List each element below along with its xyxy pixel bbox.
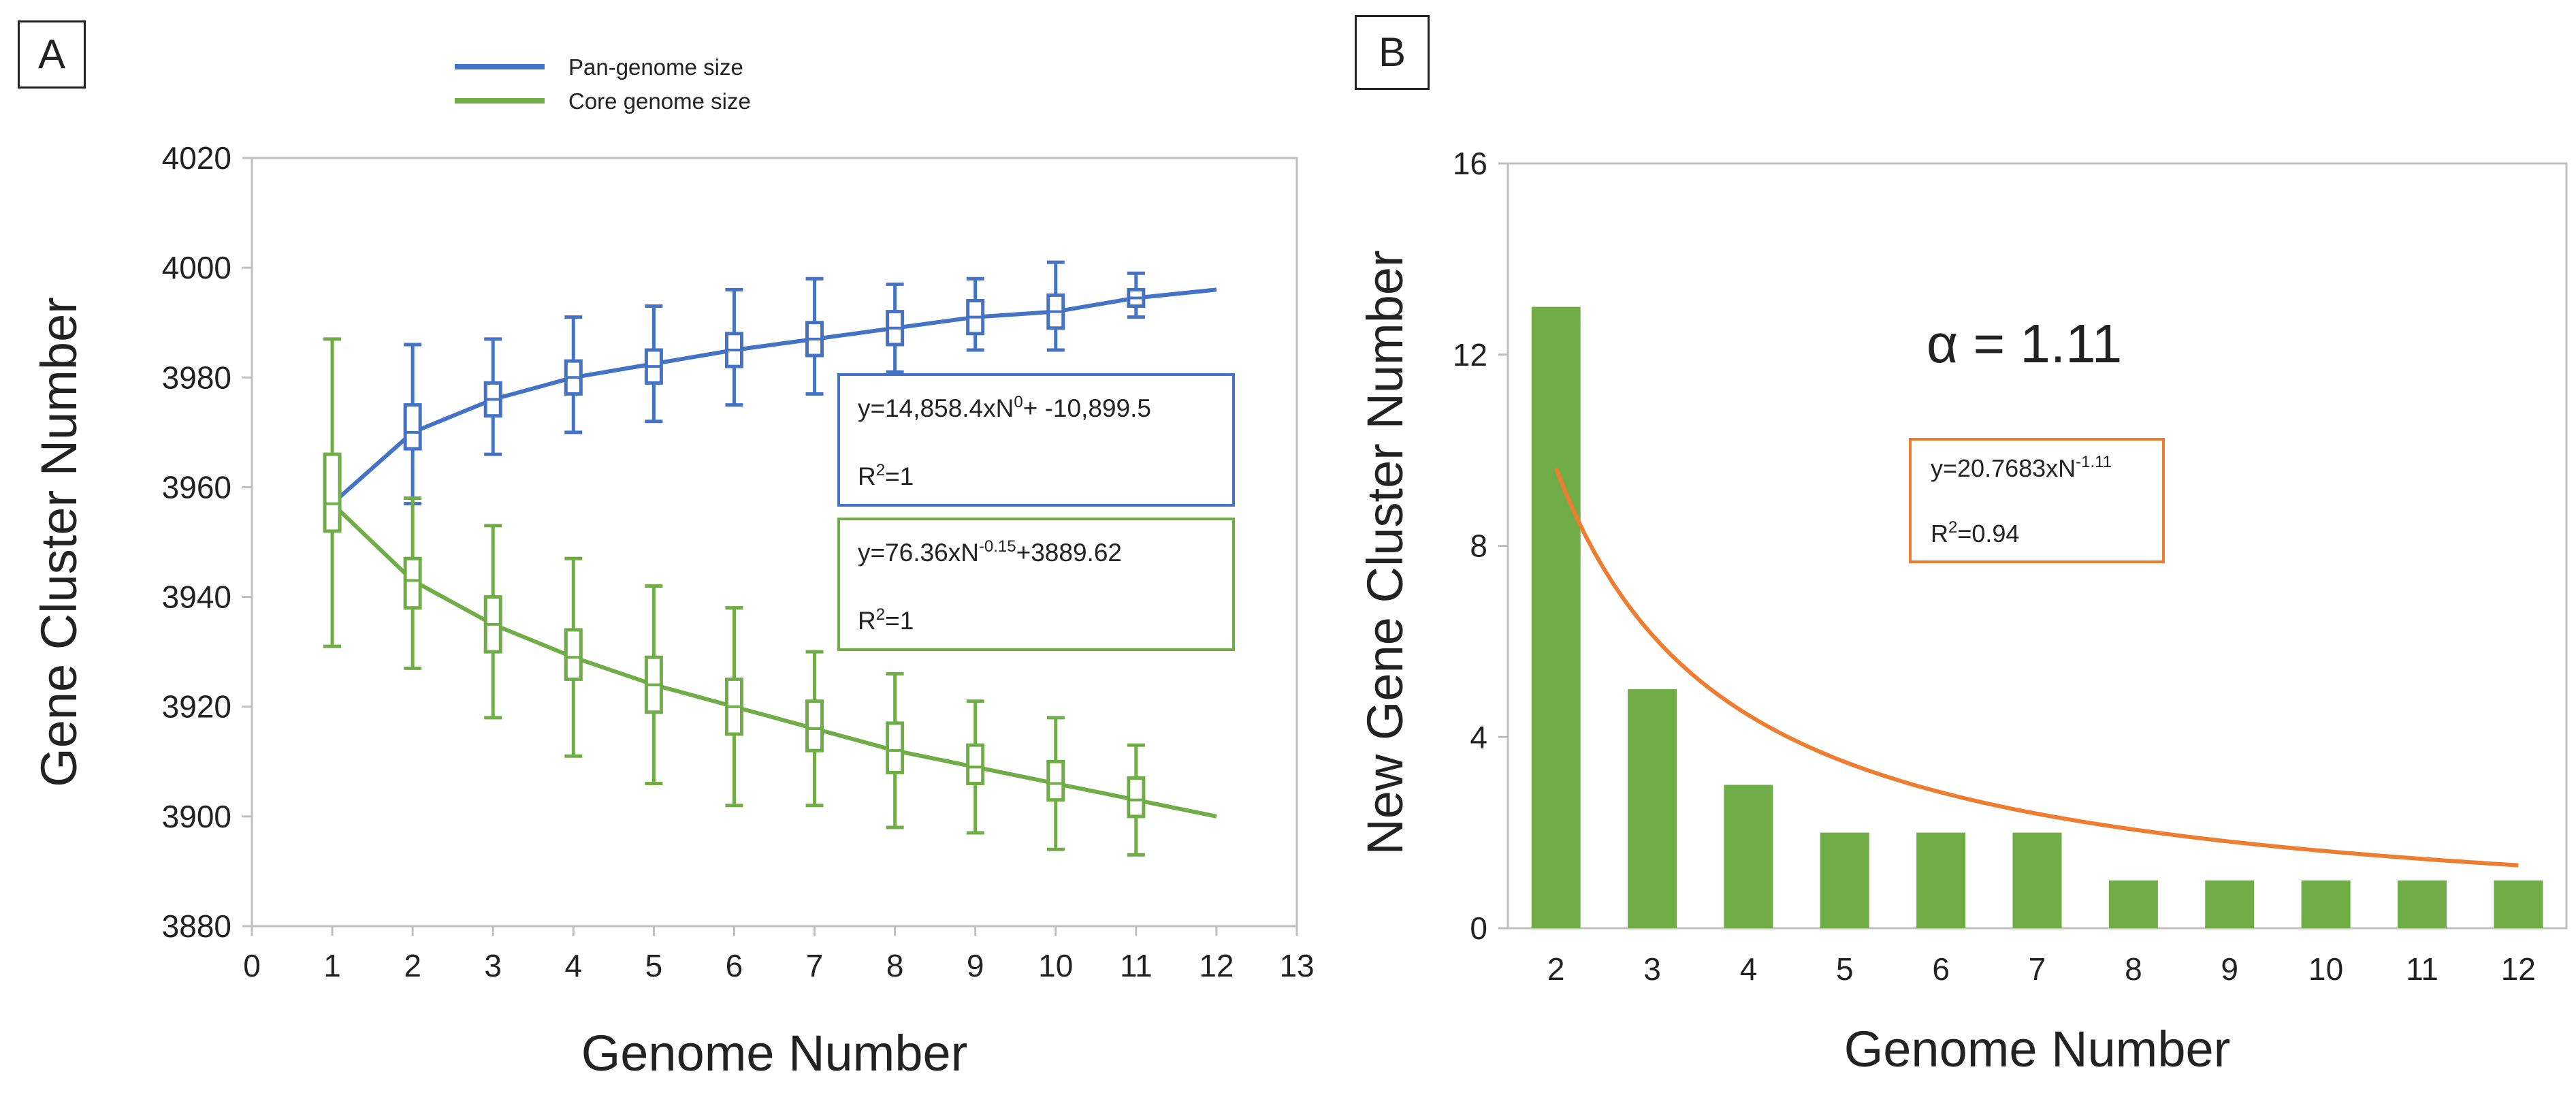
pan-fit-curve bbox=[331, 287, 1217, 505]
x-tick-label-a: 11 bbox=[1120, 948, 1153, 983]
core-r-squared-base: R bbox=[858, 607, 876, 635]
x-tick-label-a: 10 bbox=[1038, 948, 1073, 983]
y-tick-label-a: 3920 bbox=[162, 689, 231, 725]
core-equation-box bbox=[837, 518, 1235, 651]
y-tick-label-b: 16 bbox=[1453, 146, 1487, 181]
fit-equation-base: y=20.7683xN bbox=[1931, 454, 2076, 482]
core-box bbox=[966, 743, 985, 786]
fit-r-squared-exponent: 2 bbox=[1948, 518, 1957, 537]
pan-equation-box bbox=[837, 373, 1235, 507]
core-equation: y=76.36xN-0.15+3889.62 bbox=[858, 537, 1122, 567]
x-tick-label-a: 1 bbox=[323, 948, 341, 983]
y-tick-label-a: 3940 bbox=[162, 580, 231, 615]
bar bbox=[2012, 832, 2062, 928]
x-tick-label-b: 3 bbox=[1643, 951, 1661, 987]
x-tick-label-a: 4 bbox=[565, 948, 583, 983]
pan-r-squared: R2=1 bbox=[858, 461, 914, 490]
y-tick-label-a: 3880 bbox=[162, 908, 231, 944]
x-axis-label-b: Genome Number bbox=[1844, 1021, 2231, 1077]
pan-equation-tail: + -10,899.5 bbox=[1023, 394, 1151, 422]
panel-b-label: B bbox=[1355, 15, 1430, 90]
y-axis-label-a: Gene Cluster Number bbox=[31, 297, 87, 787]
bar bbox=[2108, 880, 2158, 928]
y-tick-label-a: 3900 bbox=[162, 799, 231, 834]
fit-r-squared-tail: =0.94 bbox=[1957, 520, 2019, 548]
bar bbox=[2397, 880, 2447, 928]
core-box bbox=[886, 721, 905, 774]
y-tick-label-a: 4000 bbox=[162, 250, 231, 285]
bar bbox=[1531, 306, 1581, 928]
core-equation-base: y=76.36xN bbox=[858, 539, 979, 567]
legend-label-pan: Pan-genome size bbox=[568, 54, 743, 80]
core-box bbox=[403, 556, 422, 610]
y-tick-label-a: 3960 bbox=[162, 469, 231, 505]
x-axis-label-a: Genome Number bbox=[581, 1025, 968, 1081]
y-tick-label-b: 8 bbox=[1470, 528, 1487, 564]
fit-equation-box bbox=[1909, 438, 2165, 563]
y-tick-label-b: 4 bbox=[1470, 719, 1487, 755]
x-tick-label-b: 6 bbox=[1932, 951, 1950, 987]
power-fit-curve bbox=[1553, 467, 2519, 868]
x-tick-label-b: 11 bbox=[2406, 951, 2438, 987]
x-tick-label-a: 7 bbox=[806, 948, 824, 983]
x-tick-label-b: 12 bbox=[2501, 951, 2536, 987]
x-tick-label-a: 2 bbox=[404, 948, 421, 983]
bar bbox=[1820, 832, 1869, 928]
fit-equation-exponent: -1.11 bbox=[2076, 453, 2112, 471]
x-tick-label-b: 9 bbox=[2221, 951, 2238, 987]
x-tick-label-a: 9 bbox=[967, 948, 984, 983]
x-tick-label-b: 8 bbox=[2125, 951, 2142, 987]
bar bbox=[2205, 880, 2255, 928]
x-tick-label-a: 5 bbox=[645, 948, 663, 983]
pan-r-squared-exponent: 2 bbox=[876, 461, 885, 479]
core-box bbox=[1127, 776, 1146, 819]
legend-label-core: Core genome size bbox=[568, 89, 751, 114]
bar bbox=[2494, 880, 2543, 928]
bar bbox=[1916, 832, 1966, 928]
x-tick-label-a: 0 bbox=[243, 948, 261, 983]
pan-equation: y=14,858.4xN0+ -10,899.5 bbox=[858, 393, 1151, 422]
core-fit-curve bbox=[331, 502, 1217, 819]
bar bbox=[2301, 880, 2351, 928]
core-equation-exponent: -0.15 bbox=[979, 537, 1016, 556]
core-r-squared-exponent: 2 bbox=[876, 605, 885, 624]
fit-r-squared: R2=0.94 bbox=[1931, 518, 2019, 548]
x-tick-label-a: 8 bbox=[886, 948, 904, 983]
y-tick-label-b: 12 bbox=[1453, 337, 1487, 373]
pan-r-squared-tail: =1 bbox=[885, 462, 914, 490]
y-tick-label-a: 3980 bbox=[162, 360, 231, 395]
core-r-squared-tail: =1 bbox=[885, 607, 914, 635]
y-axis-label-b: New Gene Cluster Number bbox=[1357, 250, 1413, 855]
core-box bbox=[323, 452, 342, 533]
fit-r-squared-base: R bbox=[1931, 520, 1948, 548]
alpha-label: α = 1.11 bbox=[1927, 313, 2122, 374]
core-equation-tail: +3889.62 bbox=[1016, 539, 1122, 567]
x-tick-label-a: 12 bbox=[1199, 948, 1234, 983]
y-tick-label-b: 0 bbox=[1470, 910, 1487, 946]
bar bbox=[1628, 689, 1677, 928]
core-box bbox=[1046, 759, 1065, 802]
x-tick-label-b: 5 bbox=[1836, 951, 1854, 987]
x-tick-label-a: 6 bbox=[726, 948, 743, 983]
pan-equation-exponent: 0 bbox=[1014, 393, 1023, 411]
core-box bbox=[805, 699, 824, 753]
core-box bbox=[564, 628, 583, 681]
x-tick-label-a: 13 bbox=[1279, 948, 1314, 983]
core-r-squared: R2=1 bbox=[858, 605, 914, 635]
panel-a-label: A bbox=[18, 20, 86, 89]
plot-area-a bbox=[251, 157, 1298, 928]
x-tick-label-b: 2 bbox=[1547, 951, 1565, 987]
bar bbox=[1724, 785, 1773, 928]
y-tick-label-a: 4020 bbox=[162, 140, 231, 176]
pan-equation-base: y=14,858.4xN bbox=[858, 394, 1014, 422]
pan-r-squared-base: R bbox=[858, 462, 876, 490]
x-tick-label-b: 7 bbox=[2029, 951, 2046, 987]
fit-equation: y=20.7683xN-1.11 bbox=[1931, 453, 2112, 482]
x-tick-label-b: 4 bbox=[1740, 951, 1758, 987]
x-tick-label-b: 10 bbox=[2308, 951, 2343, 987]
pan-box bbox=[403, 403, 422, 451]
x-tick-label-a: 3 bbox=[484, 948, 502, 983]
